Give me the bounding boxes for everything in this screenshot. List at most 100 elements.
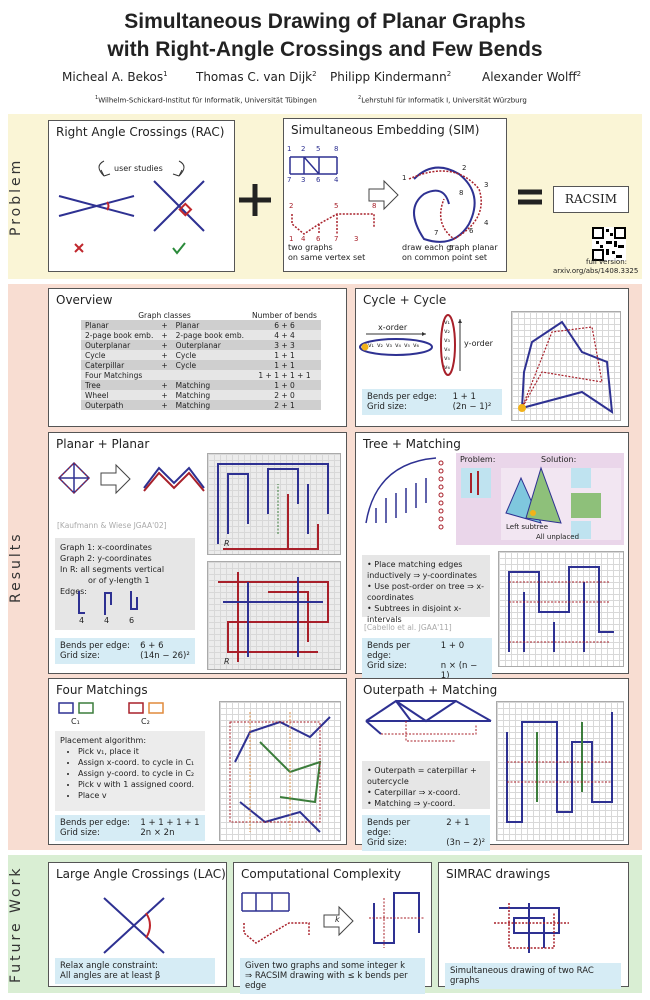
bends-box: Bends per edge: 1 + 1 Grid size: (2n − 1)² [362, 389, 502, 415]
bends-cell: 3 + 3 [274, 340, 295, 350]
text: or of y-length 1 [88, 576, 150, 585]
grid-drawing [496, 701, 624, 841]
grid-edges [229, 712, 331, 833]
vertex-label: 1 [289, 235, 294, 243]
overview-panel: Overview Graph classes Number of bends Pla… [48, 288, 347, 427]
shape [98, 160, 185, 177]
step-item: Pick v₁, place it [78, 746, 200, 757]
cycle-panel: Cycle + Cycle x-order y-order Bends per … [355, 288, 629, 427]
info-box: Simultaneous drawing of two RAC graphs [445, 963, 621, 989]
class-cell: 2-page book emb. [85, 330, 154, 340]
grid-edges [218, 572, 329, 662]
shape [508, 566, 614, 652]
shape [596, 229, 624, 258]
shape [103, 897, 165, 954]
bends-cell: 1 + 0 [274, 380, 295, 390]
text: Placement algorithm: [60, 736, 147, 745]
bends-cell: 6 + 6 [274, 320, 295, 330]
panel-title: Cycle + Cycle [363, 293, 447, 307]
author-sup: 2 [576, 70, 582, 78]
shape: • Subtrees in disjoint x-intervals [367, 604, 462, 624]
shape: • Use post-order on tree ⇒ x-coordinates [367, 582, 484, 602]
shape [100, 169, 183, 177]
outerpath-panel: Outerpath + Matching • Outerpath = cater… [355, 678, 629, 851]
shape [438, 460, 444, 466]
rac-panel: Right Angle Crossings (RAC) user studies [48, 120, 235, 272]
text: Use post-order on tree ⇒ x-coordinates [367, 582, 484, 602]
citation: [Cabello et al. JGAA'11] [364, 623, 452, 632]
text: R [224, 539, 230, 548]
shape [106, 201, 110, 211]
text: Graph 1: x-coordinates [60, 543, 152, 552]
text: Bends per edge: [60, 818, 130, 828]
info-box: • Outerpath = caterpillar + outercycle • … [362, 761, 490, 809]
text: R [224, 657, 230, 666]
vertex-label: 7 [334, 235, 339, 243]
shape [148, 702, 164, 714]
note: user studies [114, 164, 163, 173]
text: Bends per edge: [367, 818, 411, 838]
text: Grid size: [367, 838, 407, 848]
edge-examples [78, 591, 138, 615]
vertex-label: 4 [334, 176, 339, 184]
vertex-label: 8 [334, 145, 339, 153]
class-cell: Wheel [85, 390, 109, 400]
info-box: • Place matching edges inductively ⇒ y-c… [362, 555, 490, 624]
step: Pick v with 1 assigned coord. [78, 780, 194, 789]
vertex-label: v₂ [444, 328, 450, 335]
text: 4 [104, 616, 110, 625]
shape [289, 156, 338, 175]
shape [291, 213, 375, 235]
shape [592, 227, 604, 239]
text: C₂ [141, 717, 150, 726]
text: Grid size: [60, 651, 100, 661]
shape [592, 249, 604, 261]
vertex-label: 7 [434, 229, 439, 237]
vertex-label: 8 [372, 202, 377, 210]
text: Grid size: [60, 828, 100, 838]
shape [291, 213, 375, 235]
simrac-drawing [494, 903, 569, 953]
vertex-label: 3 [301, 176, 306, 184]
shape [571, 468, 591, 488]
panel-title: Outerpath + Matching [363, 683, 498, 697]
step-item: Assign x-coord. to cycle in C₁ [78, 757, 200, 768]
step-item: Place v [78, 790, 200, 801]
info-box: Relax angle constraint: All angles are at… [55, 958, 215, 984]
caption: two graphs on same vertex set [288, 243, 365, 263]
text: Caterpillar ⇒ x-coord. [374, 788, 461, 797]
text: 1 + 1 + 1 + 1 [140, 818, 200, 828]
shape [536, 722, 583, 802]
tree-panel: Tree + Matching Problem: Solution: Left … [355, 432, 629, 684]
grid-edges [518, 320, 614, 415]
vertex-label: v₅ [444, 355, 450, 362]
vertex-label: 4 [301, 235, 306, 243]
shape [218, 572, 329, 662]
shape [518, 404, 526, 412]
header-cell: Graph classes [138, 310, 191, 320]
class-cell: Planar [175, 320, 200, 330]
shape [571, 521, 591, 539]
table-row: Wheel + Matching 2 + 0 [81, 390, 321, 400]
grid-edges [217, 463, 329, 550]
shape [58, 195, 135, 217]
qr-code [592, 227, 626, 261]
text: 6 [129, 616, 135, 625]
step: Assign x-coord. to cycle in C₁ [78, 758, 195, 767]
vertex-label: v₁ [368, 342, 374, 349]
bends-cell: 1 + 1 + 1 + 1 [258, 370, 311, 380]
full-version: full version: arxiv.org/abs/1408.3325 [553, 258, 638, 276]
shape [458, 319, 462, 323]
shape [438, 460, 444, 530]
text: All angles are at least β [60, 971, 161, 981]
author-name: Philipp Kindermann [330, 70, 447, 84]
step: Pick v₁, place it [78, 747, 139, 756]
text: Place matching edges inductively ⇒ y-coo… [367, 560, 477, 580]
shape [58, 462, 90, 494]
class-cell: Matching [175, 400, 211, 410]
vertex-label: 2 [289, 202, 294, 210]
shape [323, 905, 354, 937]
author-name: Thomas C. van Dijk [196, 70, 313, 84]
author-sup: 2 [446, 70, 452, 78]
shape [128, 702, 144, 714]
